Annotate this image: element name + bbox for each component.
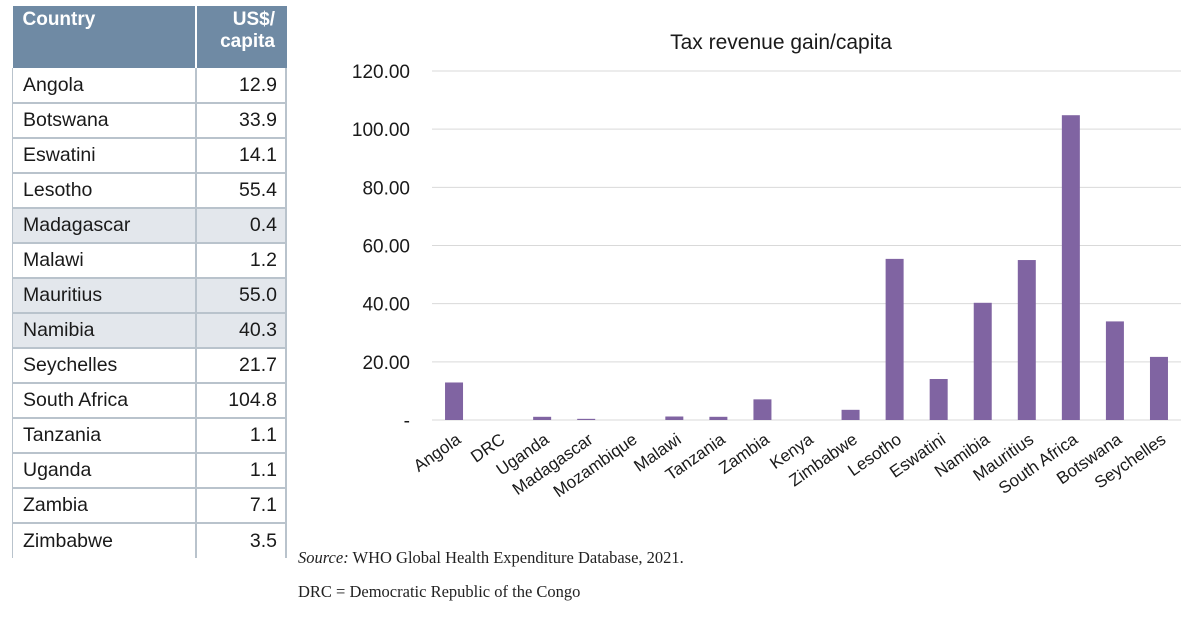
bar (885, 258, 904, 420)
table-row: Zimbabwe 3.5 (12, 523, 287, 558)
country-cell: Mauritius (12, 278, 198, 314)
country-cell: Eswatini (12, 138, 198, 174)
bar (445, 382, 464, 420)
value-cell: 40.3 (196, 313, 287, 349)
value-header-line2: capita (220, 31, 275, 52)
value-cell: 55.4 (196, 173, 287, 209)
chart-title: Tax revenue gain/capita (670, 31, 892, 54)
value-cell: 14.1 (196, 138, 287, 174)
bars (445, 115, 1168, 420)
tax-revenue-table: Country US$/ capita Angola 12.9 Botswana 33… (12, 6, 287, 558)
country-cell: Uganda (12, 453, 198, 489)
table-row: Zambia 7.1 (12, 488, 287, 524)
country-cell: Madagascar (12, 208, 198, 244)
value-header-line1: US$/ (232, 9, 275, 30)
bar (841, 409, 860, 420)
country-cell: Malawi (12, 243, 198, 279)
country-cell: Botswana (12, 103, 198, 139)
country-cell: Zambia (12, 488, 198, 524)
bar (577, 418, 596, 420)
tax-revenue-bar-chart: Tax revenue gain/capita - 20.00 40.00 60.00… (352, 31, 1181, 501)
table-row: Madagascar 0.4 (12, 208, 287, 244)
y-tick-label: - (404, 411, 410, 432)
country-cell: Seychelles (12, 348, 198, 384)
country-cell: Lesotho (12, 173, 198, 209)
value-cell: 7.1 (196, 488, 287, 524)
source-text: WHO Global Health Expenditure Database, … (348, 548, 684, 567)
source-note: Source: WHO Global Health Expenditure Da… (298, 548, 684, 568)
table-body: Angola 12.9 Botswana 33.9 Eswatini 14.1 Lesoth… (12, 68, 287, 558)
table-row: Angola 12.9 (12, 68, 287, 104)
table-row: Mauritius 55.0 (12, 278, 287, 314)
abbreviation-note: DRC = Democratic Republic of the Congo (298, 582, 581, 601)
country-cell: Tanzania (12, 418, 198, 454)
y-tick-label: 100.00 (352, 120, 410, 141)
value-cell: 33.9 (196, 103, 287, 139)
value-cell: 1.1 (196, 453, 287, 489)
bar (533, 416, 552, 420)
y-tick-label: 40.00 (362, 295, 410, 316)
y-tick-label: 80.00 (362, 178, 410, 199)
x-axis-labels: Angola DRCUgandaMadagascarMozambiqueMalaw… (410, 429, 1169, 501)
table-row: South Africa 104.8 (12, 383, 287, 419)
value-cell: 0.4 (196, 208, 287, 244)
table-row: Uganda 1.1 (12, 453, 287, 489)
value-cell: 104.8 (196, 383, 287, 419)
value-cell: 12.9 (196, 68, 287, 104)
value-cell: 21.7 (196, 348, 287, 384)
value-cell: 55.0 (196, 278, 287, 314)
country-column-header: Country (12, 6, 198, 68)
table-row: Botswana 33.9 (12, 103, 287, 139)
table-row: Eswatini 14.1 (12, 138, 287, 174)
y-tick-label: 60.00 (362, 237, 410, 258)
bar (1105, 321, 1124, 420)
bar (1061, 115, 1080, 420)
value-cell: 3.5 (196, 523, 287, 558)
y-axis-ticks: - 20.00 40.00 60.00 80.00 100.00 120.00 (352, 62, 410, 432)
table-row: Tanzania 1.1 (12, 418, 287, 454)
table-row: Lesotho 55.4 (12, 173, 287, 209)
table-row: Seychelles 21.7 (12, 348, 287, 384)
source-label: Source: (298, 548, 349, 567)
table-row: Namibia 40.3 (12, 313, 287, 349)
table-row: Malawi 1.2 (12, 243, 287, 279)
x-tick-label: Zambia (715, 429, 773, 477)
bar (665, 416, 684, 420)
country-cell: Namibia (12, 313, 198, 349)
country-cell: South Africa (12, 383, 198, 419)
bar (973, 302, 992, 420)
country-cell: Angola (12, 68, 198, 104)
y-tick-label: 120.00 (352, 62, 410, 83)
country-cell: Zimbabwe (12, 523, 198, 558)
y-tick-label: 20.00 (362, 353, 410, 374)
value-column-header: US$/ capita (196, 6, 287, 68)
bar (709, 416, 728, 420)
bar (753, 399, 772, 420)
gridlines (432, 70, 1181, 421)
value-cell: 1.1 (196, 418, 287, 454)
value-cell: 1.2 (196, 243, 287, 279)
bar (1017, 260, 1036, 420)
bar (1149, 356, 1168, 420)
bar (929, 378, 948, 420)
x-tick-label: Angola (410, 429, 465, 475)
